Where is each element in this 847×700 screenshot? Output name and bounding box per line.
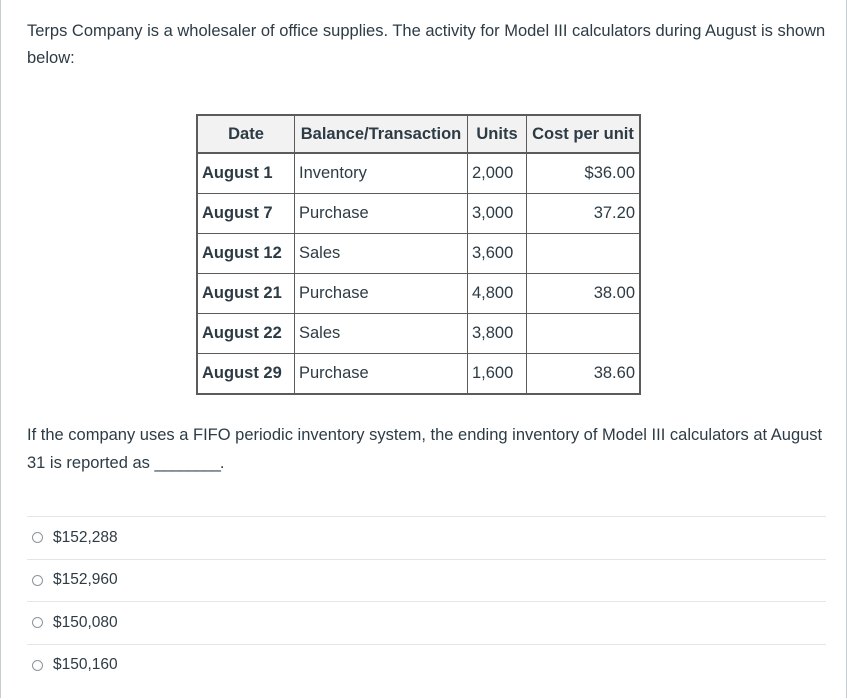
activity-table: Date Balance/Transaction Units Cost per … bbox=[196, 114, 641, 395]
cost-cell: 38.60 bbox=[526, 353, 641, 395]
prompt-end: . bbox=[219, 454, 225, 472]
answer-option[interactable]: $152,960 bbox=[27, 560, 826, 602]
units-cell: 4,800 bbox=[467, 273, 527, 314]
units-cell: 2,000 bbox=[467, 152, 527, 194]
table-row: August 12 Sales 3,600 bbox=[196, 233, 641, 274]
date-cell: August 29 bbox=[196, 353, 295, 395]
header-transaction: Balance/Transaction bbox=[294, 114, 468, 154]
date-cell: August 12 bbox=[196, 233, 295, 274]
units-cell: 3,600 bbox=[467, 233, 527, 274]
question-prompt: If the company uses a FIFO periodic inve… bbox=[27, 421, 827, 477]
answer-option[interactable]: $152,288 bbox=[27, 517, 826, 560]
answer-label[interactable]: $152,960 bbox=[53, 571, 118, 589]
cost-cell bbox=[526, 313, 641, 354]
radio-button[interactable] bbox=[32, 617, 43, 629]
answer-blank: ________ bbox=[154, 454, 221, 472]
units-cell: 3,800 bbox=[467, 313, 527, 354]
radio-button[interactable] bbox=[32, 659, 43, 671]
answer-label[interactable]: $150,160 bbox=[53, 656, 118, 674]
header-cost: Cost per unit bbox=[526, 114, 641, 154]
table-row: August 22 Sales 3,800 bbox=[196, 313, 641, 354]
transaction-cell: Purchase bbox=[294, 273, 468, 314]
answer-label[interactable]: $150,080 bbox=[53, 613, 118, 631]
table-row: August 21 Purchase 4,800 38.00 bbox=[196, 273, 641, 314]
transaction-cell: Sales bbox=[294, 233, 468, 274]
answer-option[interactable]: $150,160 bbox=[27, 645, 826, 687]
question-intro: Terps Company is a wholesaler of office … bbox=[27, 22, 826, 67]
cost-cell: 38.00 bbox=[526, 273, 641, 314]
header-units: Units bbox=[467, 114, 527, 154]
transaction-cell: Inventory bbox=[294, 152, 468, 194]
units-cell: 3,000 bbox=[467, 193, 527, 234]
transaction-cell: Purchase bbox=[294, 193, 468, 234]
cost-cell: $36.00 bbox=[526, 152, 641, 194]
date-cell: August 22 bbox=[196, 313, 295, 354]
prompt-text: If the company uses a FIFO periodic inve… bbox=[27, 426, 823, 472]
radio-button[interactable] bbox=[32, 574, 43, 586]
answer-list: $152,288 $152,960 $150,080 $150,160 bbox=[27, 516, 826, 686]
radio-button[interactable] bbox=[32, 532, 43, 544]
date-cell: August 21 bbox=[196, 273, 295, 314]
date-cell: August 7 bbox=[196, 193, 295, 234]
header-date: Date bbox=[196, 114, 295, 154]
answer-label[interactable]: $152,288 bbox=[53, 528, 118, 546]
table-row: August 29 Purchase 1,600 38.60 bbox=[196, 353, 641, 395]
transaction-cell: Sales bbox=[294, 313, 468, 354]
table-row: August 1 Inventory 2,000 $36.00 bbox=[196, 152, 641, 194]
table-row: August 7 Purchase 3,000 37.20 bbox=[196, 193, 641, 234]
cost-cell bbox=[526, 233, 641, 274]
answer-option[interactable]: $150,080 bbox=[27, 602, 826, 645]
units-cell: 1,600 bbox=[467, 353, 527, 395]
transaction-cell: Purchase bbox=[294, 353, 468, 395]
table-header-row: Date Balance/Transaction Units Cost per … bbox=[196, 114, 641, 154]
cost-cell: 37.20 bbox=[526, 193, 641, 234]
date-cell: August 1 bbox=[196, 152, 295, 194]
